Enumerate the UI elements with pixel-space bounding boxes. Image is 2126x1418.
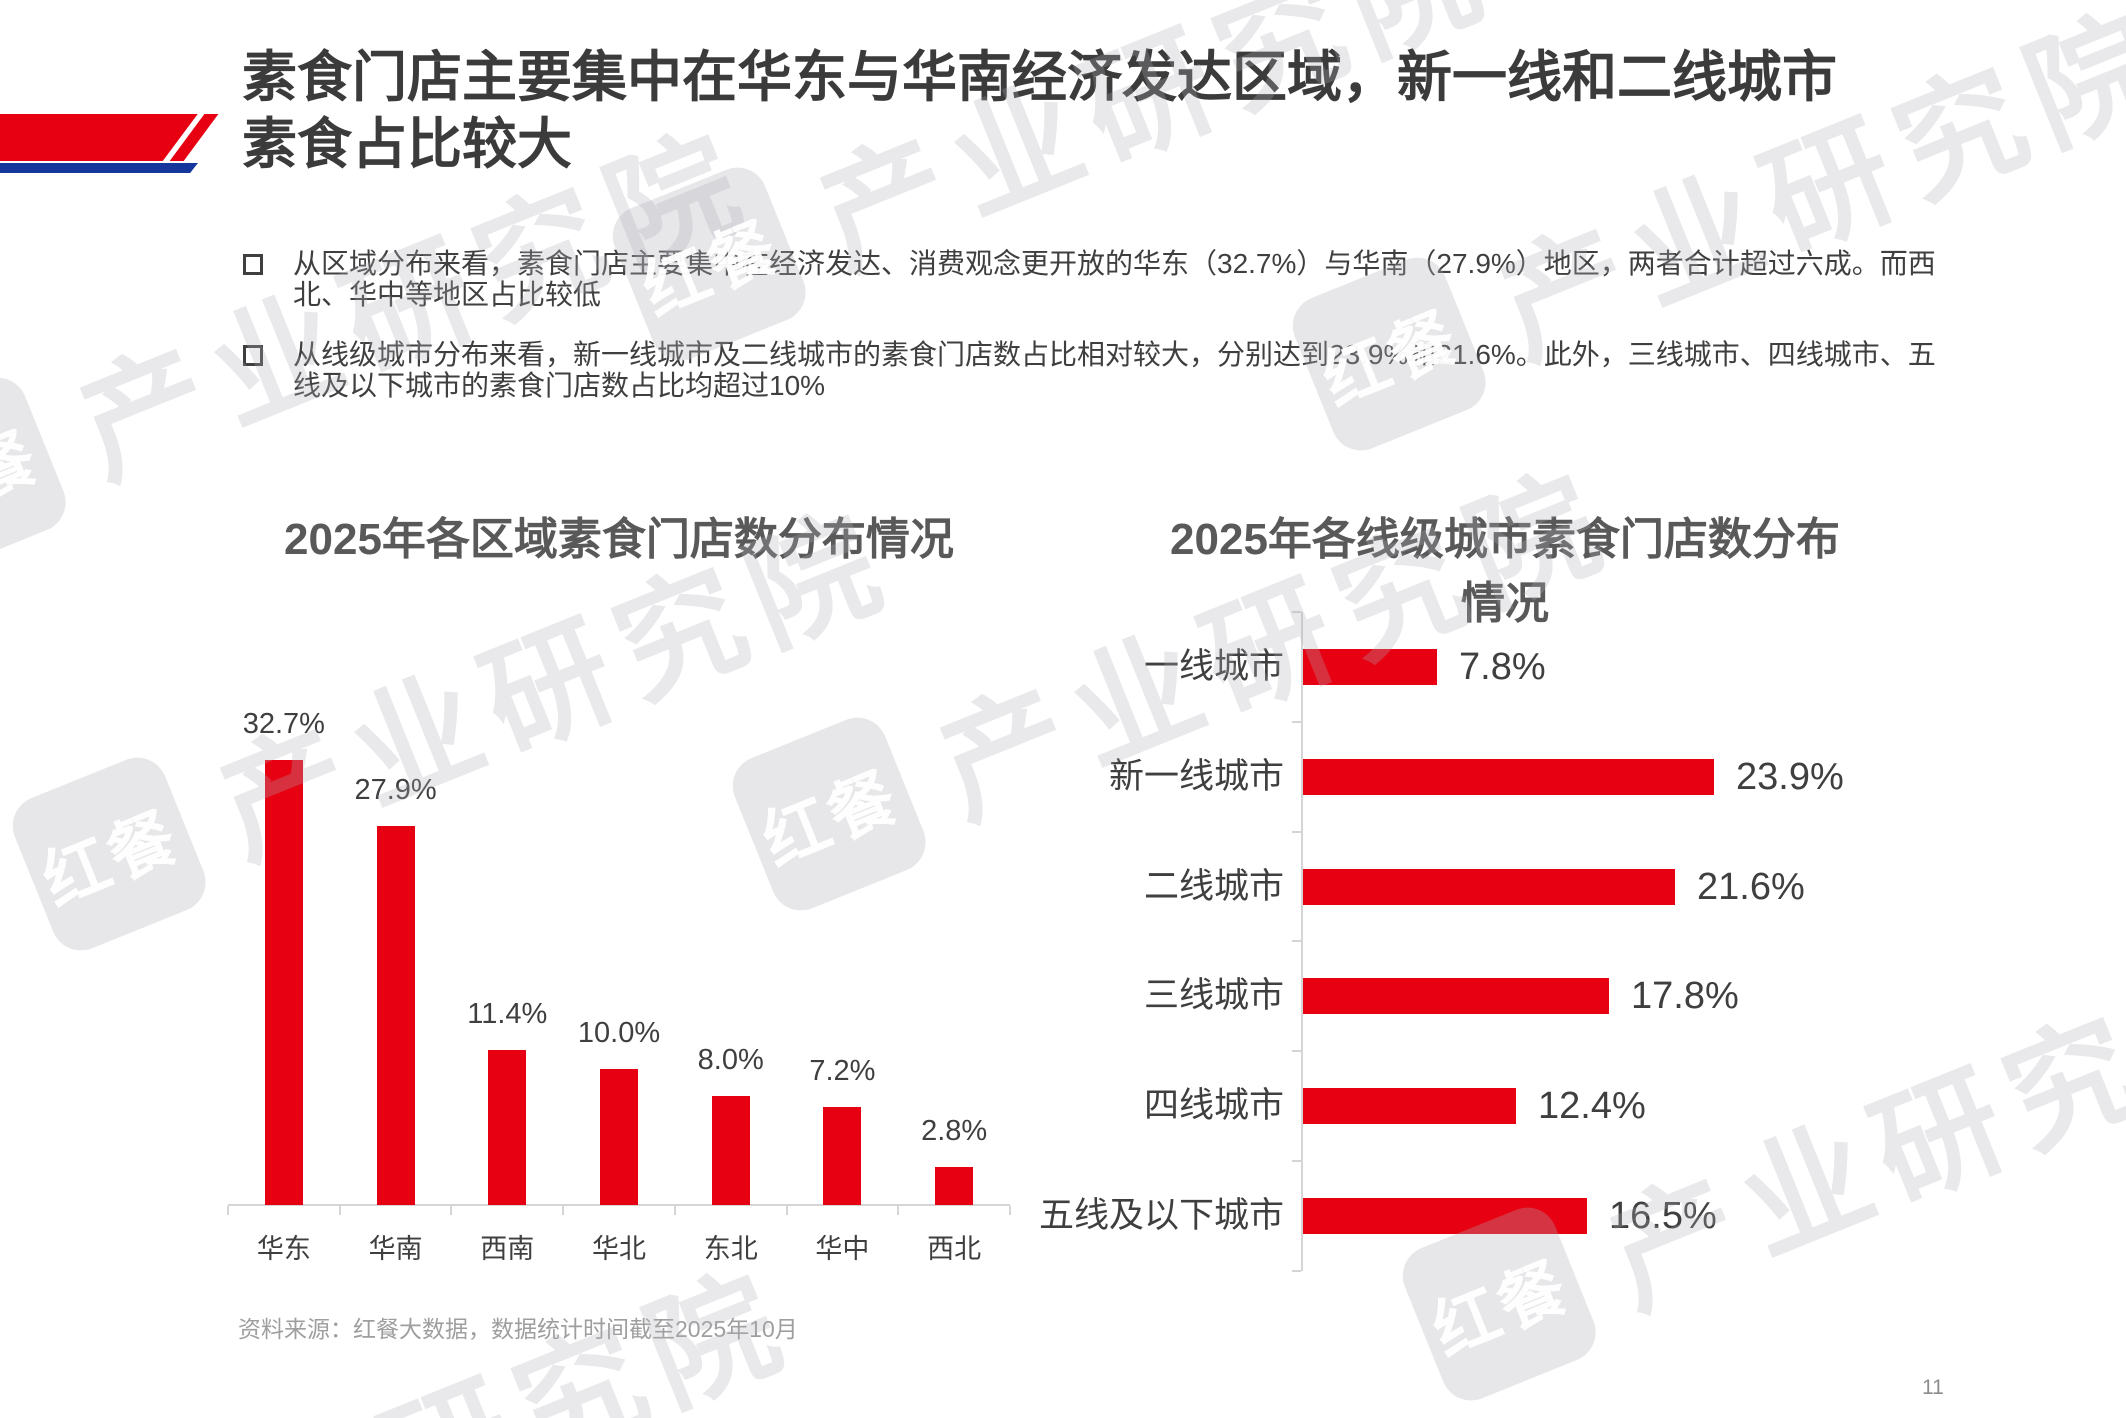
bullet-square-icon	[243, 254, 263, 275]
left-chart-axis-tick	[227, 1206, 229, 1215]
right-chart-axis-tick	[1292, 831, 1301, 833]
left-chart-bar-华北	[600, 1069, 638, 1205]
left-chart-bar-华中	[823, 1107, 862, 1205]
left-chart-axis-tick	[562, 1206, 565, 1215]
bullet-text: 从线级城市分布来看，新一线城市及二线城市的素食门店数占比相对较大，分别达到23.…	[293, 339, 1936, 401]
flag-accent-red-shape	[0, 114, 198, 161]
left-chart-bar-华东	[264, 760, 303, 1205]
right-chart-bar-二线城市	[1303, 869, 1675, 905]
left-chart-axis-tick	[338, 1206, 341, 1215]
left-chart-bar-华南	[376, 826, 415, 1205]
right-chart-axis-tick	[1292, 721, 1301, 723]
left-chart-axis-tick	[897, 1206, 900, 1215]
left-chart-bar-西北	[935, 1167, 974, 1205]
bullet-item: 从线级城市分布来看，新一线城市及二线城市的素食门店数占比相对较大，分别达到23.…	[243, 339, 1943, 401]
right-chart-bar-四线城市	[1303, 1088, 1516, 1124]
bullet-square-icon	[243, 345, 263, 366]
right-chart-bar-五线及以下城市	[1303, 1198, 1587, 1234]
left-chart-axis-tick	[673, 1206, 676, 1215]
right-chart-axis-tick	[1292, 940, 1301, 942]
page-title-line1: 素食门店主要集中在华东与华南经济发达区域，新一线和二线城市	[242, 46, 1838, 108]
flag-accent-blue-strip	[0, 163, 198, 173]
page-title: 素食门店主要集中在华东与华南经济发达区域，新一线和二线城市 素食占比较大	[242, 44, 1942, 178]
left-chart-x-axis	[228, 1204, 1010, 1206]
left-chart-axis-tick	[785, 1206, 788, 1215]
right-chart-axis-tick	[1292, 611, 1301, 613]
bullet-list: 从区域分布来看，素食门店主要集中在经济发达、消费观念更开放的华东（32.7%）与…	[243, 248, 1943, 430]
bullet-text: 从区域分布来看，素食门店主要集中在经济发达、消费观念更开放的华东（32.7%）与…	[293, 248, 1936, 310]
right-chart-axis-tick	[1292, 1050, 1301, 1052]
right-chart-bar-新一线城市	[1303, 759, 1714, 795]
right-chart-bar-一线城市	[1303, 649, 1437, 685]
source-note: 资料来源：红餐大数据，数据统计时间截至2025年10月	[238, 1316, 798, 1342]
left-chart-bar-西南	[488, 1050, 527, 1205]
left-chart-axis-tick	[1009, 1206, 1011, 1215]
right-chart-y-axis	[1301, 612, 1303, 1271]
bullet-item: 从区域分布来看，素食门店主要集中在经济发达、消费观念更开放的华东（32.7%）与…	[243, 248, 1943, 310]
right-chart-bar-三线城市	[1303, 978, 1609, 1014]
left-chart-bar-东北	[711, 1096, 750, 1205]
page-number: 11	[1922, 1376, 1944, 1399]
left-chart-axis-tick	[450, 1206, 453, 1215]
page-title-line2: 素食占比较大	[242, 113, 573, 175]
right-chart-axis-tick	[1292, 1160, 1301, 1162]
right-chart-axis-tick	[1292, 1270, 1301, 1272]
